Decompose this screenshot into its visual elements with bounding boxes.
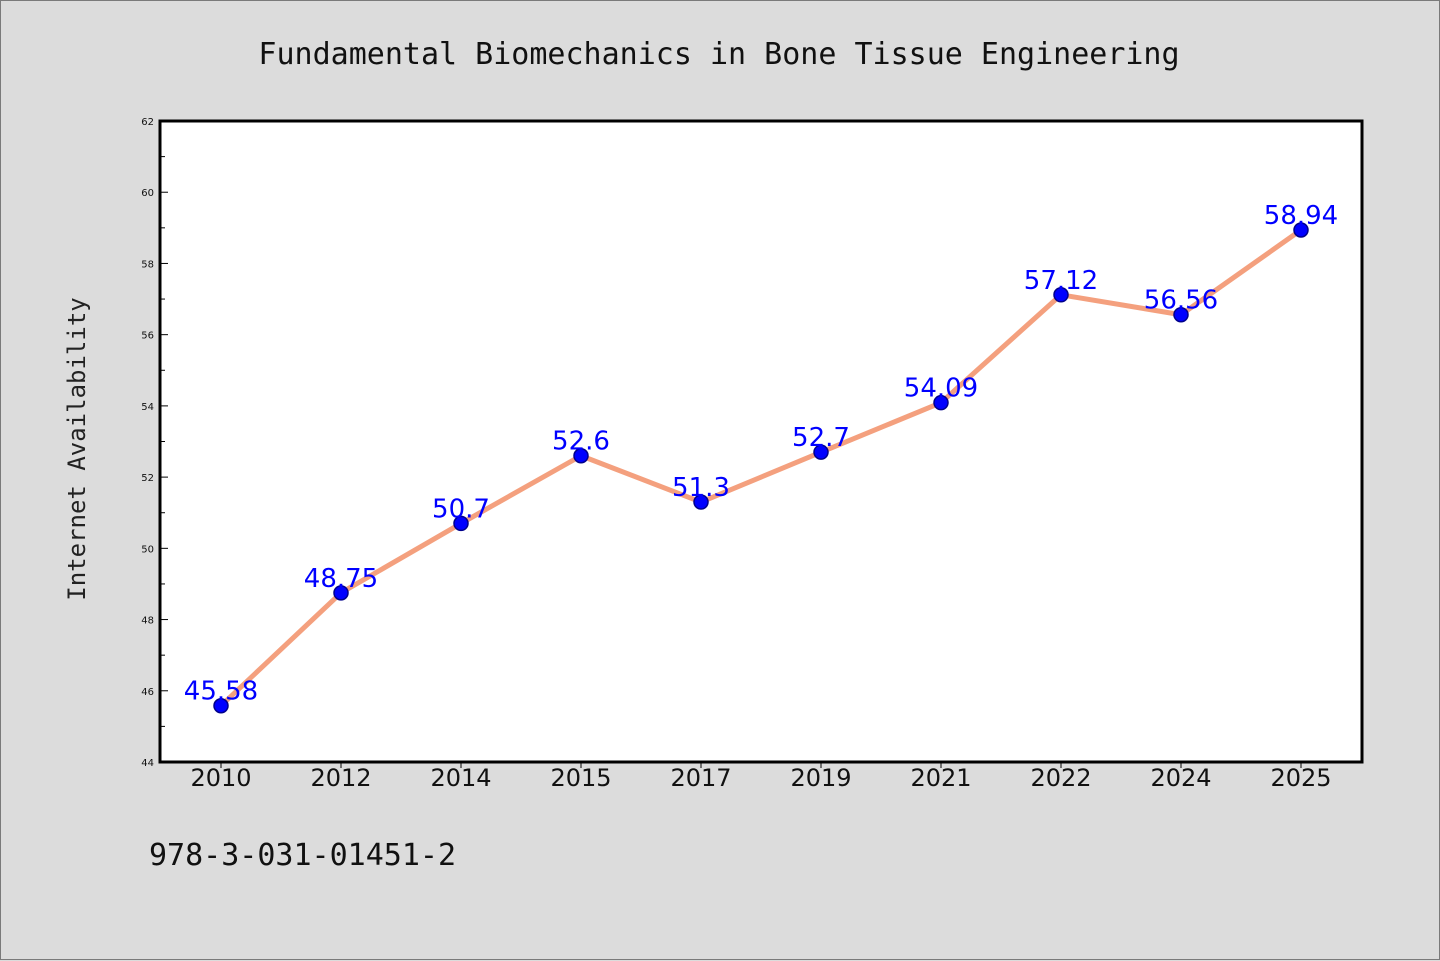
y-tick-label: 44	[141, 758, 154, 769]
x-tick-label: 2024	[1150, 764, 1211, 792]
data-label: 56.56	[1144, 286, 1218, 316]
data-label: 51.3	[672, 473, 730, 503]
x-tick-label: 2010	[190, 764, 251, 792]
data-point	[693, 494, 709, 510]
data-label: 52.7	[792, 423, 850, 453]
data-label: 50.7	[432, 494, 490, 524]
data-point	[933, 394, 949, 411]
data-point	[213, 697, 229, 714]
data-label: 54.09	[904, 374, 978, 404]
y-tick-label: 58	[141, 259, 154, 270]
y-tick-label: 56	[141, 331, 154, 342]
data-point	[573, 447, 589, 464]
x-axis: 2010 2012 2014 2015 2017 2019 2021 2022 2024 2025	[190, 762, 1332, 792]
data-label: 48.75	[304, 564, 378, 594]
plot-area	[158, 119, 1364, 764]
x-tick-label: 2017	[670, 764, 731, 792]
data-label: 45.58	[184, 677, 258, 707]
y-axis: 44 46 48 50 52 54 56 58 60 62	[141, 117, 168, 769]
y-tick-label: 50	[141, 544, 154, 555]
series-line	[218, 227, 1304, 709]
x-tick-label: 2025	[1270, 764, 1331, 792]
data-point	[1053, 287, 1069, 303]
data-point	[813, 444, 829, 460]
x-tick-label: 2015	[550, 764, 611, 792]
data-label: 52.6	[552, 427, 610, 457]
y-tick-label: 46	[141, 687, 154, 698]
x-tick-label: 2022	[1030, 764, 1091, 792]
data-point	[333, 585, 349, 601]
y-tick-label: 60	[141, 188, 154, 199]
y-tick-label: 54	[141, 402, 154, 413]
x-tick-label: 2012	[310, 764, 371, 792]
x-tick-label: 2021	[910, 764, 971, 792]
data-label: 58.94	[1264, 201, 1338, 231]
y-tick-label: 62	[141, 117, 154, 128]
y-tick-label: 48	[141, 616, 154, 627]
data-point	[453, 515, 469, 532]
y-tick-label: 52	[141, 473, 154, 484]
x-tick-label: 2014	[430, 764, 491, 792]
data-point	[1293, 222, 1309, 238]
data-label: 57.12	[1024, 266, 1098, 296]
isbn-footer: 978-3-031-01451-2	[149, 838, 456, 873]
chart-title: Fundamental Biomechanics in Bone Tissue …	[258, 37, 1179, 72]
x-tick-label: 2019	[790, 764, 851, 792]
data-labels-layer: 45.58 48.75 50.7 52.6 51.3 52.7 54.09 57.12 56.5…	[184, 201, 1338, 707]
series-layer	[213, 222, 1309, 714]
y-axis-label: Internet Availability	[63, 297, 91, 600]
data-point	[1173, 306, 1189, 323]
